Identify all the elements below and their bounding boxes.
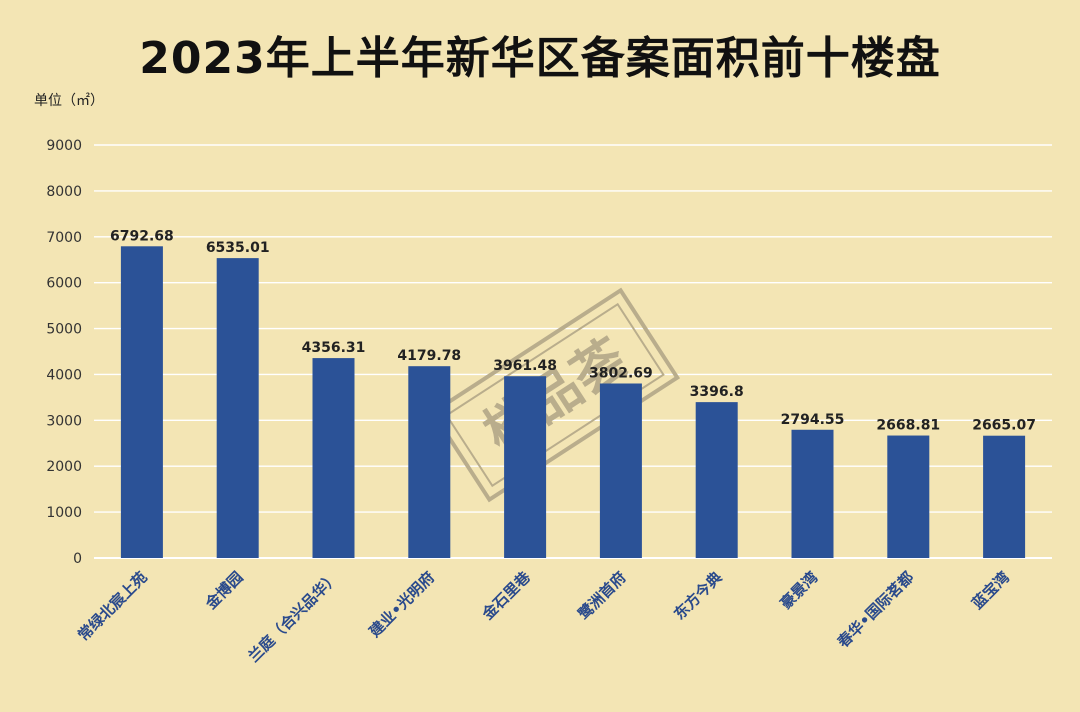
y-tick-label: 3000 bbox=[46, 413, 82, 429]
bar bbox=[120, 246, 163, 559]
y-tick-label: 0 bbox=[73, 551, 82, 567]
x-category-label: 豪景湾 bbox=[777, 568, 822, 613]
x-category-label: 蓝宝湾 bbox=[968, 568, 1013, 613]
y-tick-label: 6000 bbox=[46, 276, 82, 292]
data-label: 6792.68 bbox=[110, 228, 174, 244]
bar bbox=[408, 366, 451, 558]
bar bbox=[695, 402, 738, 558]
bar bbox=[312, 358, 355, 558]
x-category-label: 金石里巷 bbox=[478, 567, 535, 624]
bar bbox=[887, 435, 930, 558]
data-label: 3802.69 bbox=[589, 365, 653, 381]
y-tick-label: 8000 bbox=[46, 184, 82, 200]
bar bbox=[216, 258, 259, 558]
x-category-label: 金博园 bbox=[201, 568, 246, 613]
bar bbox=[791, 429, 834, 558]
x-category-label: 东方今典 bbox=[670, 568, 725, 623]
data-label: 4179.78 bbox=[397, 348, 461, 364]
x-category-label: 建业•光明府 bbox=[366, 568, 439, 641]
data-label: 3961.48 bbox=[493, 358, 557, 374]
y-tick-label: 7000 bbox=[46, 230, 82, 246]
watermark-border bbox=[429, 287, 681, 503]
x-category-label: 鹭洲首府 bbox=[575, 568, 630, 623]
watermark-inner-border bbox=[445, 302, 665, 488]
data-label: 2665.07 bbox=[972, 418, 1036, 434]
y-tick-label: 4000 bbox=[46, 367, 82, 383]
data-label: 4356.31 bbox=[302, 340, 366, 356]
y-axis-ticks: 0 1000 2000 3000 4000 5000 6000 7000 8000 9000 bbox=[46, 138, 82, 567]
chart-title: 2023年上半年新华区备案面积前十楼盘 bbox=[139, 33, 941, 84]
x-category-label: 常绿北宸上苑 bbox=[74, 568, 150, 644]
y-tick-label: 5000 bbox=[46, 322, 82, 338]
bar bbox=[983, 435, 1026, 558]
x-category-label: 兰庭（合兴品华） bbox=[245, 568, 343, 666]
y-axis-unit-label: 单位（㎡） bbox=[34, 93, 104, 109]
bars bbox=[120, 246, 1026, 559]
y-tick-label: 2000 bbox=[46, 459, 82, 475]
x-category-label: 春华•国际茗都 bbox=[834, 568, 917, 651]
value-labels: 6792.68 6535.01 4356.31 4179.78 3961.48 3802.… bbox=[110, 228, 1036, 433]
bar bbox=[599, 383, 642, 558]
data-label: 6535.01 bbox=[206, 240, 270, 256]
y-tick-label: 9000 bbox=[46, 138, 82, 154]
data-label: 3396.8 bbox=[690, 384, 744, 400]
y-tick-label: 1000 bbox=[46, 505, 82, 521]
data-label: 2668.81 bbox=[876, 418, 940, 434]
data-label: 2794.55 bbox=[781, 412, 845, 428]
bar bbox=[504, 376, 547, 558]
